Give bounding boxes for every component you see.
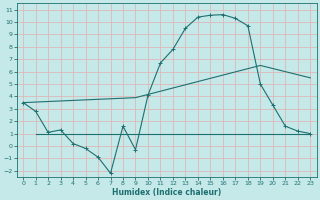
X-axis label: Humidex (Indice chaleur): Humidex (Indice chaleur) (112, 188, 221, 197)
